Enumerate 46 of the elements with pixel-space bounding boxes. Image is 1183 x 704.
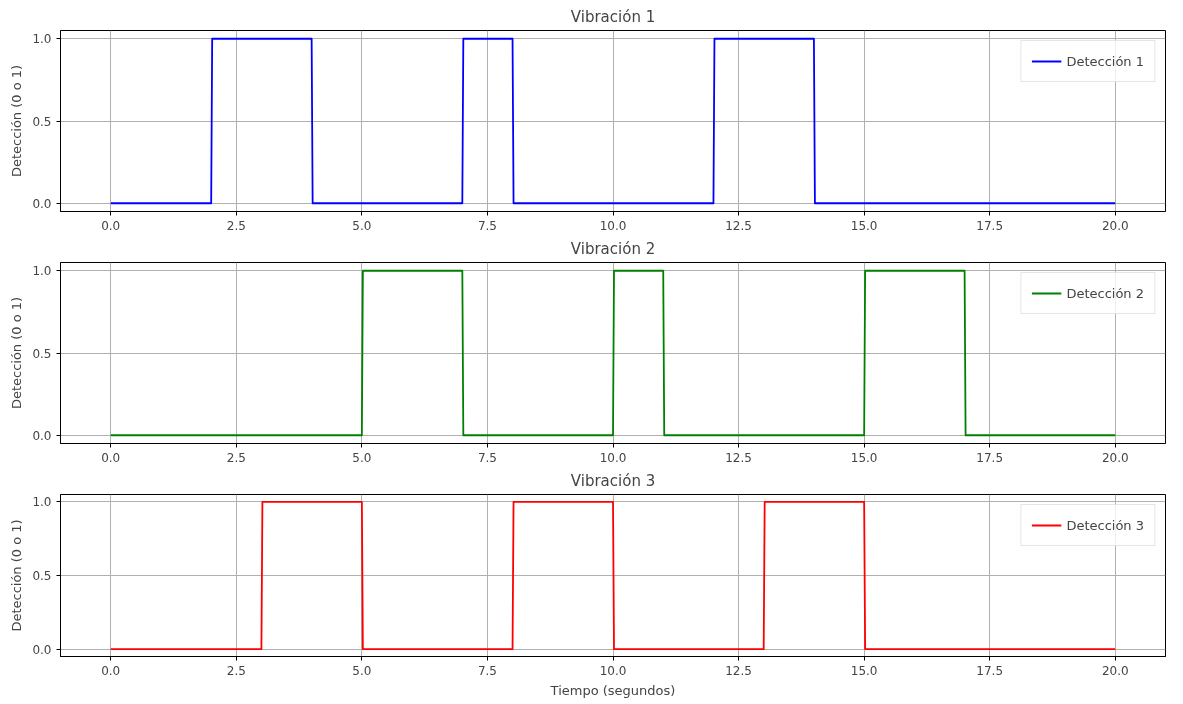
x-tick-label: 12.5	[725, 218, 752, 233]
x-axis-title: Tiempo (segundos)	[549, 682, 676, 698]
x-tick-label: 7.5	[477, 663, 497, 678]
x-tick-label: 20.0	[1101, 450, 1129, 465]
x-tick-label: 10.0	[599, 218, 627, 233]
x-tick-label: 2.5	[226, 218, 246, 233]
y-axis-title: Detección (0 o 1)	[9, 519, 25, 632]
x-tick-label: 2.5	[226, 450, 246, 465]
y-axis-title: Detección (0 o 1)	[9, 296, 25, 410]
chart-title: Vibración 3	[570, 471, 656, 490]
x-tick-label: 17.5	[976, 218, 1004, 233]
x-tick-label: 5.0	[352, 450, 372, 465]
x-tick-label: 12.5	[725, 450, 752, 465]
y-tick-label: 0.0	[32, 196, 52, 211]
legend-label: Detección 2	[1066, 285, 1144, 301]
x-tick-label: 20.0	[1101, 218, 1129, 233]
x-tick-label: 7.5	[477, 218, 497, 233]
y-tick-label: 0.0	[32, 642, 52, 657]
y-tick-label: 1.0	[32, 264, 52, 279]
x-tick-label: 5.0	[352, 663, 372, 678]
y-axis-title: Detección (0 o 1)	[9, 64, 25, 178]
y-tick-label: 0.0	[32, 428, 52, 443]
x-tick-label: 10.0	[599, 663, 627, 678]
y-tick-label: 0.5	[32, 569, 52, 583]
chart-title: Vibración 1	[570, 7, 656, 26]
x-tick-label: 15.0	[850, 218, 878, 233]
x-tick-label: 17.5	[976, 663, 1004, 678]
x-tick-label: 20.0	[1101, 663, 1129, 678]
x-tick-label: 12.5	[725, 663, 752, 678]
x-tick-label: 15.0	[850, 663, 878, 678]
legend-label: Detección 1	[1066, 53, 1144, 69]
x-tick-label: 0.0	[101, 450, 121, 465]
y-tick-label: 0.5	[32, 346, 52, 361]
y-tick-label: 0.5	[32, 114, 52, 129]
x-tick-label: 7.5	[477, 450, 497, 465]
x-tick-label: 0.0	[101, 663, 121, 678]
x-tick-label: 0.0	[101, 218, 121, 233]
x-tick-label: 15.0	[850, 450, 878, 465]
x-tick-label: 10.0	[599, 450, 627, 465]
y-tick-label: 1.0	[32, 32, 52, 47]
legend-label: Detección 3	[1066, 517, 1144, 533]
x-tick-label: 2.5	[226, 663, 246, 678]
chart-title: Vibración 2	[570, 239, 656, 258]
x-tick-label: 5.0	[352, 218, 372, 233]
x-tick-label: 17.5	[976, 450, 1004, 465]
y-tick-label: 1.0	[32, 495, 52, 510]
